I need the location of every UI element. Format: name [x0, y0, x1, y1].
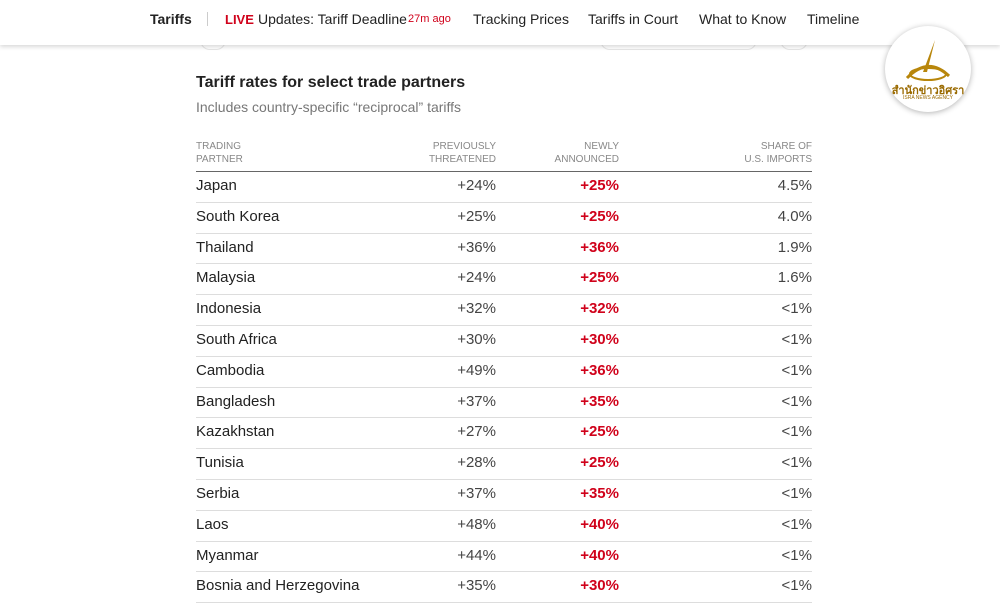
table-cell: <1% [781, 361, 812, 379]
column-header: PREVIOUSLY [432, 141, 496, 152]
column-header: NEWLY [584, 141, 619, 152]
table-cell: +25% [580, 207, 619, 225]
partner-name: Serbia [196, 485, 240, 502]
partner-name: Malaysia [196, 269, 256, 287]
table-cell: +25% [457, 207, 496, 225]
table-cell: +24% [457, 177, 496, 194]
column-header: TRADING [196, 141, 241, 152]
table-cell: +27% [457, 423, 496, 441]
table-cell: +25% [580, 177, 619, 194]
row-divider [196, 540, 812, 542]
partner-name: Kazakhstan [196, 423, 275, 441]
table-cell: <1% [781, 300, 812, 318]
nav-link[interactable]: What to Know [699, 11, 787, 27]
table-subtitle: Includes country-specific “reciprocal” t… [196, 99, 462, 115]
row-divider [196, 325, 812, 326]
table-cell: <1% [781, 577, 812, 595]
row-divider [196, 479, 812, 480]
row-divider [196, 263, 812, 265]
table-cell: +35% [457, 577, 496, 595]
header-rule [196, 171, 812, 172]
table-cell: +25% [580, 423, 619, 441]
partner-name: Japan [196, 177, 237, 194]
row-divider [196, 571, 812, 573]
logo: สำนักข่าวอิศรา ISRA NEWS AGENCY [885, 26, 971, 112]
table-cell: +36% [580, 361, 619, 379]
row-divider [196, 386, 812, 388]
table-cell: +28% [457, 454, 496, 472]
logo-tagline: ISRA NEWS AGENCY [902, 95, 953, 101]
partner-name: South Korea [196, 207, 280, 225]
partner-name: South Africa [196, 331, 277, 348]
row-divider [196, 448, 812, 450]
table-cell: +30% [580, 331, 619, 348]
logo-name: สำนักข่าวอิศรา [891, 85, 965, 97]
table-cell: +37% [457, 392, 496, 410]
table-cell: +32% [580, 300, 619, 318]
table-cell: <1% [781, 546, 812, 564]
table-cell: +24% [457, 269, 496, 287]
table-cell: +48% [457, 515, 496, 533]
column-header: ANNOUNCED [554, 154, 619, 165]
nav-bar: Tariffs LIVE Updates: Tariff Deadline 27… [0, 0, 1000, 45]
logo-icon [905, 40, 951, 81]
table-cell: 4.5% [777, 177, 812, 194]
partner-name: Cambodia [196, 361, 265, 379]
table-cell: 4.0% [777, 207, 812, 225]
partner-name: Myanmar [196, 546, 259, 564]
table-cell: +25% [580, 454, 619, 472]
row-divider [196, 417, 812, 419]
table-cell: <1% [781, 423, 812, 441]
table-cell: <1% [781, 454, 812, 472]
table-title: Tariff rates for select trade partners [196, 74, 466, 91]
table-cell: +36% [580, 238, 619, 256]
row-divider [196, 294, 812, 296]
table-cell: <1% [781, 331, 812, 348]
table-cell: +40% [580, 515, 619, 533]
table-cell: +30% [457, 331, 496, 348]
row-divider [196, 201, 812, 203]
separator [207, 12, 208, 26]
table-cell: +35% [580, 392, 619, 410]
partner-name: Thailand [196, 238, 254, 256]
table-cell: +35% [580, 485, 619, 502]
table-cell: +36% [457, 238, 496, 256]
nav-link[interactable]: Timeline [807, 11, 860, 27]
table-cell: +32% [457, 300, 496, 318]
table-cell: <1% [781, 392, 812, 410]
column-header: PARTNER [196, 154, 243, 165]
column-header: SHARE OF [760, 141, 812, 152]
table-cell: +25% [580, 269, 619, 287]
nav-brand[interactable]: Tariffs [150, 11, 192, 27]
column-header: THREATENED [428, 154, 496, 165]
nav-link[interactable]: Tariffs in Court [588, 11, 678, 27]
table-cell: <1% [781, 485, 812, 502]
row-divider [196, 509, 812, 511]
partner-name: Bangladesh [196, 392, 276, 410]
partner-name: Bosnia and Herzegovina [196, 577, 360, 595]
table-cell: +49% [457, 361, 496, 379]
table-cell: +30% [580, 577, 619, 595]
table-cell: 1.9% [777, 238, 812, 256]
partner-name: Indonesia [196, 300, 262, 318]
column-header: U.S. IMPORTS [744, 154, 812, 165]
table-cell: +44% [457, 546, 496, 564]
live-badge: LIVE [225, 12, 254, 27]
table-cell: 1.6% [777, 269, 812, 287]
partner-name: Tunisia [196, 454, 244, 472]
table-cell: +37% [457, 485, 496, 502]
partner-name: Laos [196, 515, 229, 533]
nav-time: 27m ago [408, 13, 451, 25]
table-cell: <1% [781, 515, 812, 533]
row-divider [196, 355, 812, 357]
nav-link[interactable]: Tracking Prices [473, 11, 569, 27]
nav-headline[interactable]: Updates: Tariff Deadline [258, 11, 407, 27]
table-cell: +40% [580, 546, 619, 564]
row-divider [196, 232, 812, 234]
